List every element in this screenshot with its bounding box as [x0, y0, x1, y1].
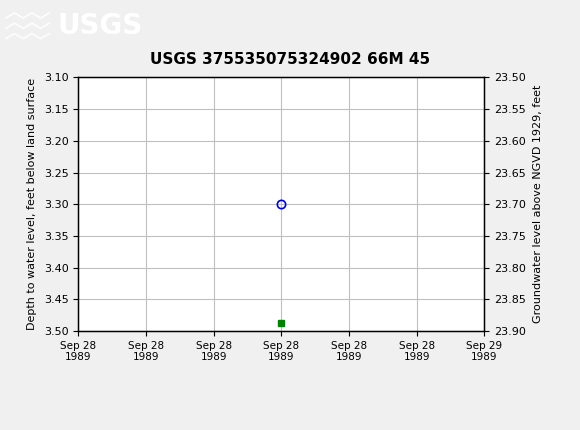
- Legend: Period of approved data: Period of approved data: [183, 429, 379, 430]
- Text: USGS 375535075324902 66M 45: USGS 375535075324902 66M 45: [150, 52, 430, 67]
- Y-axis label: Groundwater level above NGVD 1929, feet: Groundwater level above NGVD 1929, feet: [533, 85, 543, 323]
- Y-axis label: Depth to water level, feet below land surface: Depth to water level, feet below land su…: [27, 78, 37, 330]
- Text: USGS: USGS: [58, 12, 143, 40]
